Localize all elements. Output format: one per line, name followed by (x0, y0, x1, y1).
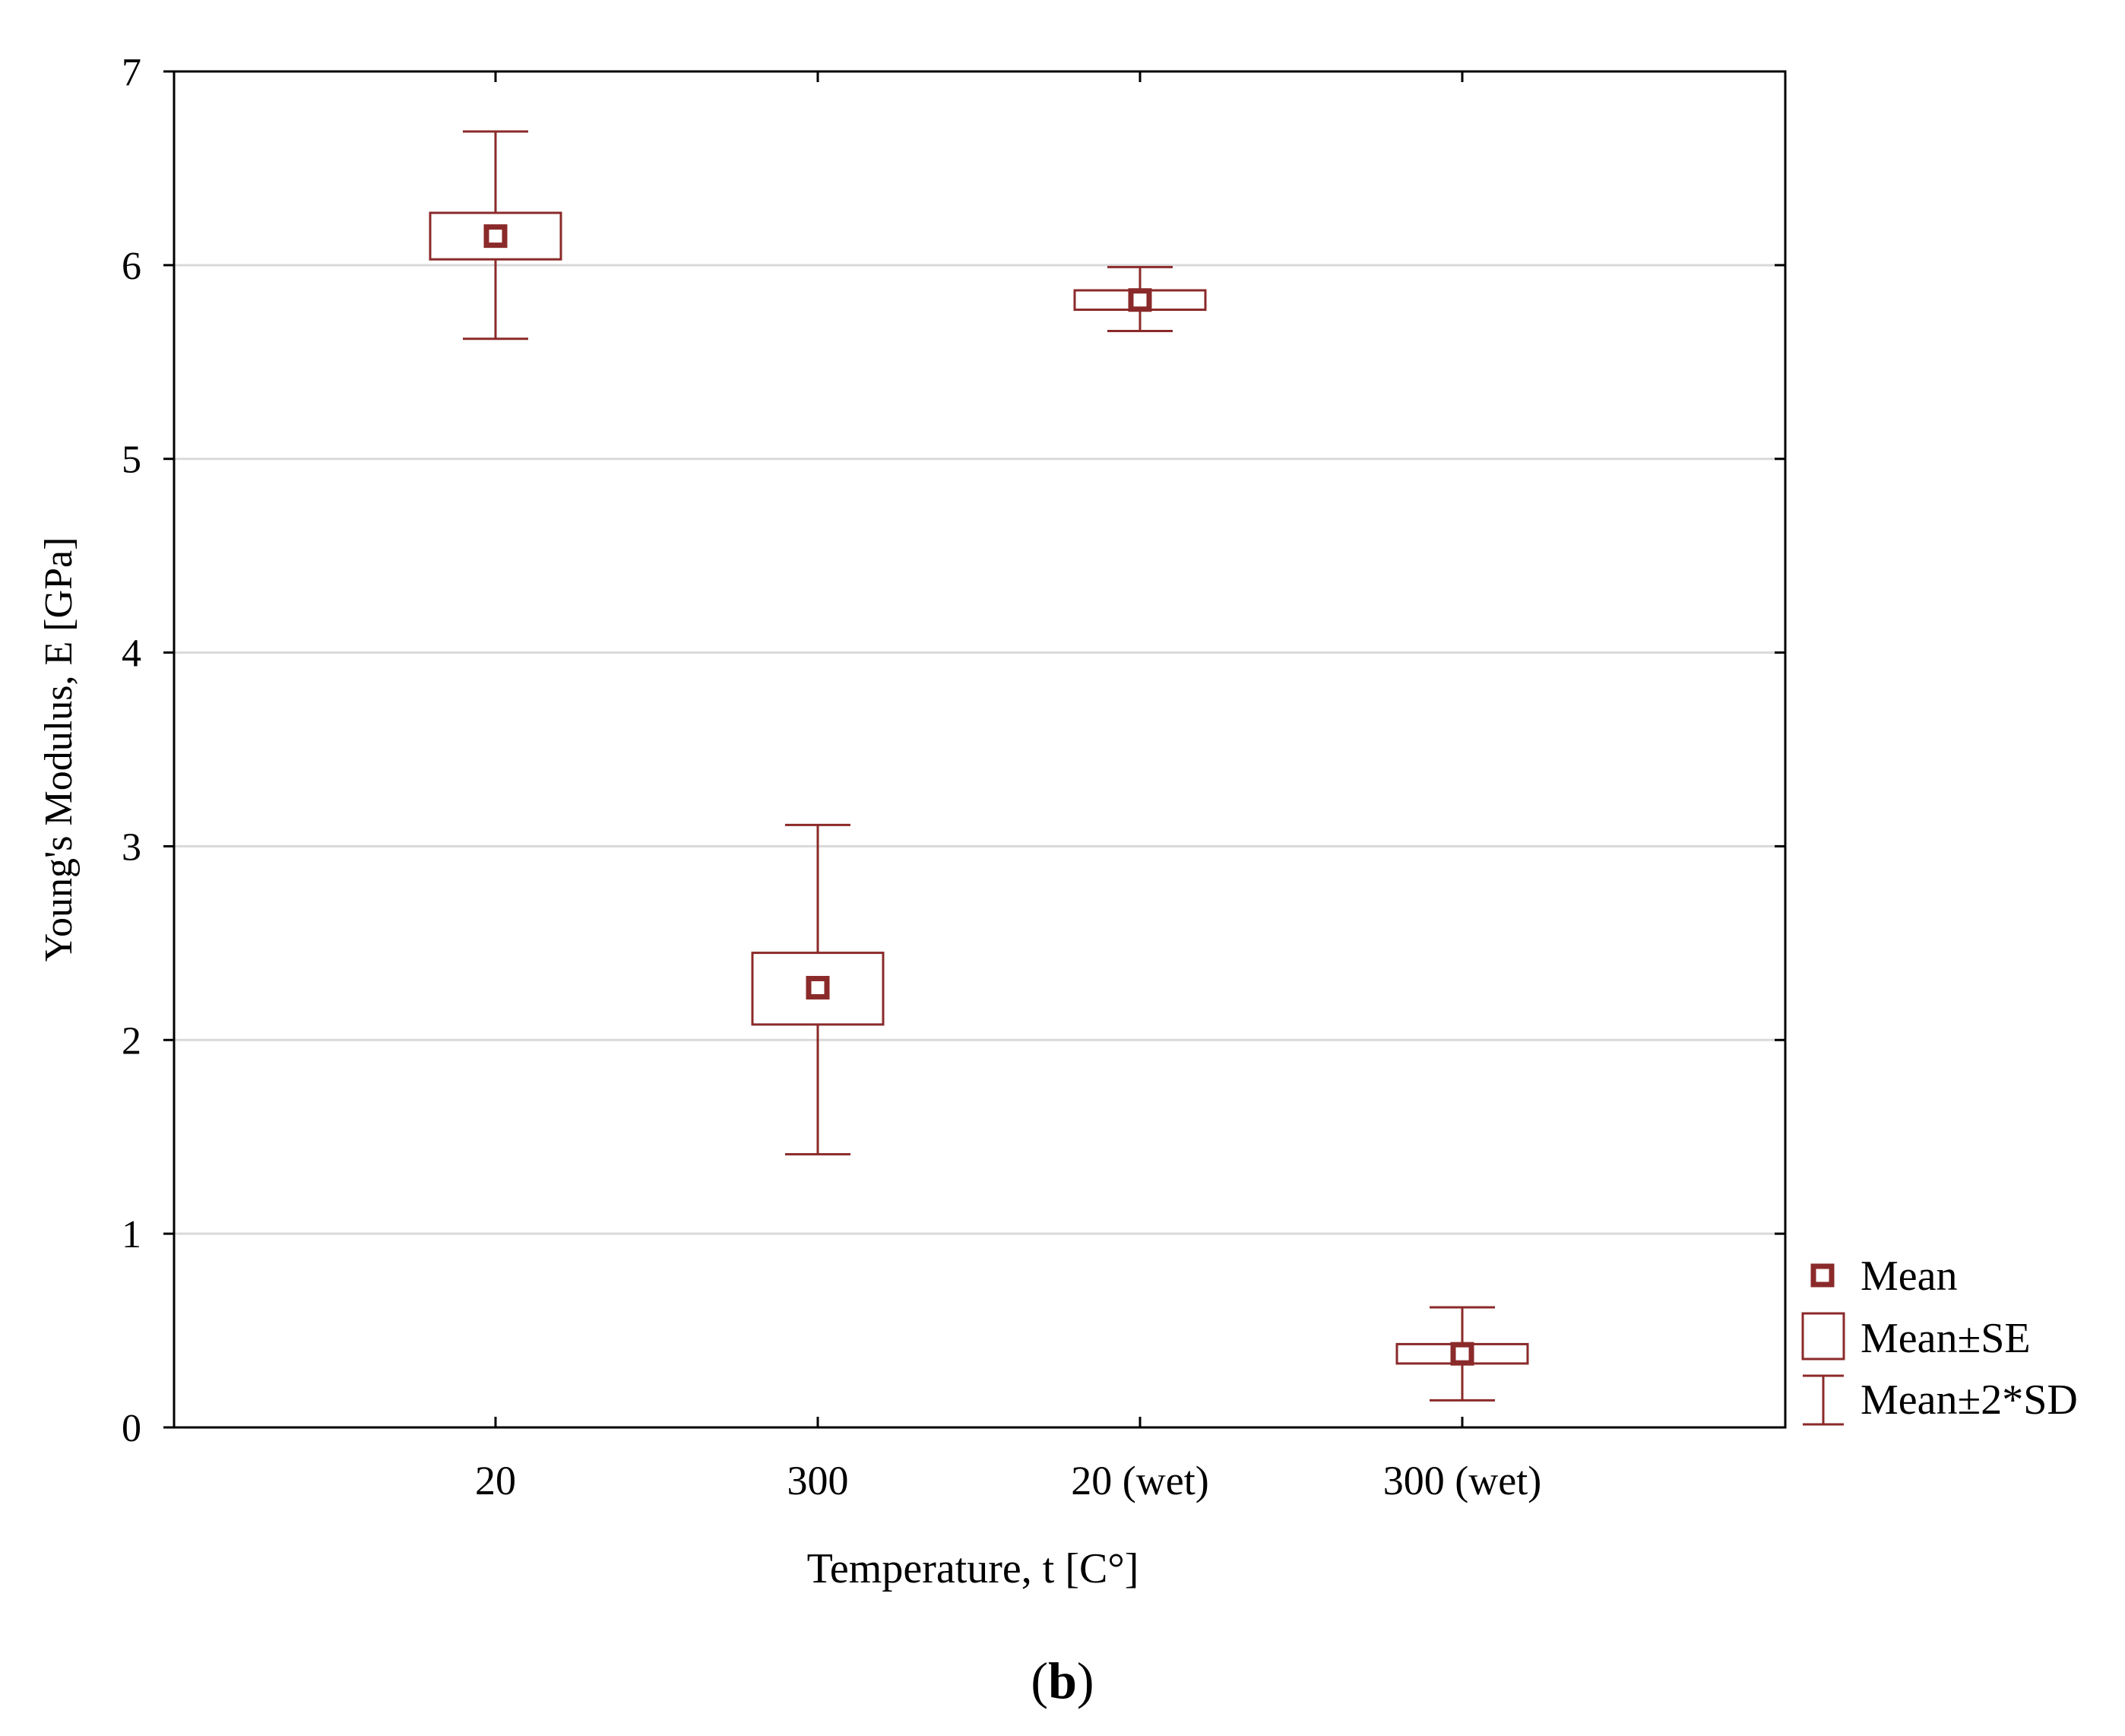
legend-mean-swatch (1810, 1263, 1835, 1288)
legend-se-swatch (1801, 1312, 1845, 1361)
y-tick-label: 1 (122, 1213, 141, 1256)
mean-marker (483, 224, 508, 249)
legend-item-se: Mean±SE (1861, 1315, 2031, 1362)
y-tick-label: 5 (122, 439, 141, 482)
y-tick-label: 3 (122, 825, 141, 869)
panel-label-close: ) (1077, 1652, 1094, 1709)
axis-layer: 0 1 2 3 4 5 6 7 20 300 20 (wet) 300 (wet) (122, 51, 1785, 1503)
se-box (751, 952, 885, 1026)
grid-layer (174, 264, 1785, 1235)
y-tick-label: 7 (122, 51, 141, 94)
legend: Mean Mean±SE Mean±2*SD (1801, 1253, 2078, 1426)
se-box (429, 211, 562, 261)
y-tick-label: 0 (122, 1407, 141, 1450)
marks-layer (429, 130, 1529, 1402)
x-tick-label: 300 (787, 1458, 849, 1503)
box-group-0 (429, 130, 562, 341)
panel-label-letter: b (1048, 1652, 1077, 1709)
box-group-3 (1395, 1306, 1529, 1402)
x-tick-label: 20 (475, 1458, 516, 1503)
mean-marker (1450, 1342, 1474, 1366)
y-tick-label: 4 (122, 632, 141, 676)
box-group-1 (751, 823, 885, 1156)
legend-item-mean: Mean (1861, 1253, 1958, 1300)
plot-frame (173, 70, 1787, 1429)
mean-marker (1128, 288, 1152, 312)
box-group-2 (1073, 265, 1207, 333)
panel-label-open: ( (1031, 1652, 1048, 1709)
panel-label: (b) (1031, 1652, 1094, 1709)
y-axis-label: Young's Modulus, E [GPa] (37, 537, 81, 962)
x-axis-label: Temperature, t [C°] (807, 1545, 1139, 1592)
mean-marker (806, 975, 830, 999)
x-tick-label: 300 (wet) (1383, 1458, 1541, 1503)
y-tick-label: 2 (122, 1019, 141, 1063)
y-tick-label: 6 (122, 245, 141, 288)
legend-item-sd: Mean±2*SD (1861, 1376, 2078, 1424)
x-tick-label: 20 (wet) (1071, 1458, 1208, 1503)
